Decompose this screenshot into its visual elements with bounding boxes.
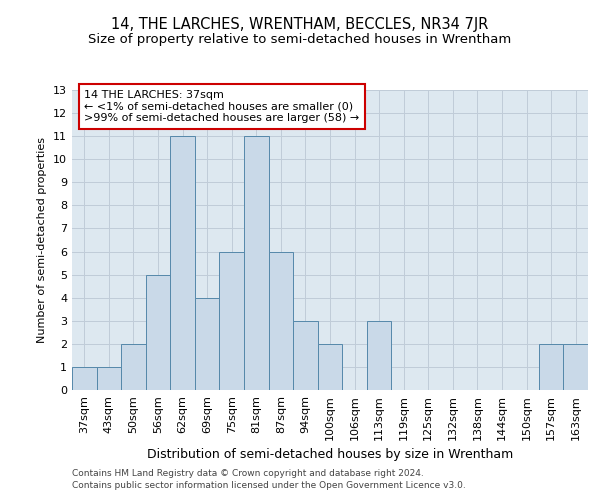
Bar	[72, 367, 97, 390]
Bar	[293, 321, 318, 390]
Text: 14, THE LARCHES, WRENTHAM, BECCLES, NR34 7JR: 14, THE LARCHES, WRENTHAM, BECCLES, NR34…	[112, 18, 488, 32]
Text: 14 THE LARCHES: 37sqm
← <1% of semi-detached houses are smaller (0)
>99% of semi: 14 THE LARCHES: 37sqm ← <1% of semi-deta…	[84, 90, 359, 123]
Y-axis label: Number of semi-detached properties: Number of semi-detached properties	[37, 137, 47, 343]
Bar	[97, 367, 121, 390]
Bar	[170, 136, 195, 390]
Bar	[367, 321, 391, 390]
Bar	[539, 344, 563, 390]
Text: Size of property relative to semi-detached houses in Wrentham: Size of property relative to semi-detach…	[88, 32, 512, 46]
Bar	[195, 298, 220, 390]
Bar	[121, 344, 146, 390]
Bar	[318, 344, 342, 390]
Bar	[146, 274, 170, 390]
Text: Contains HM Land Registry data © Crown copyright and database right 2024.: Contains HM Land Registry data © Crown c…	[72, 468, 424, 477]
Bar	[220, 252, 244, 390]
Bar	[244, 136, 269, 390]
X-axis label: Distribution of semi-detached houses by size in Wrentham: Distribution of semi-detached houses by …	[147, 448, 513, 461]
Bar	[563, 344, 588, 390]
Text: Contains public sector information licensed under the Open Government Licence v3: Contains public sector information licen…	[72, 481, 466, 490]
Bar	[269, 252, 293, 390]
